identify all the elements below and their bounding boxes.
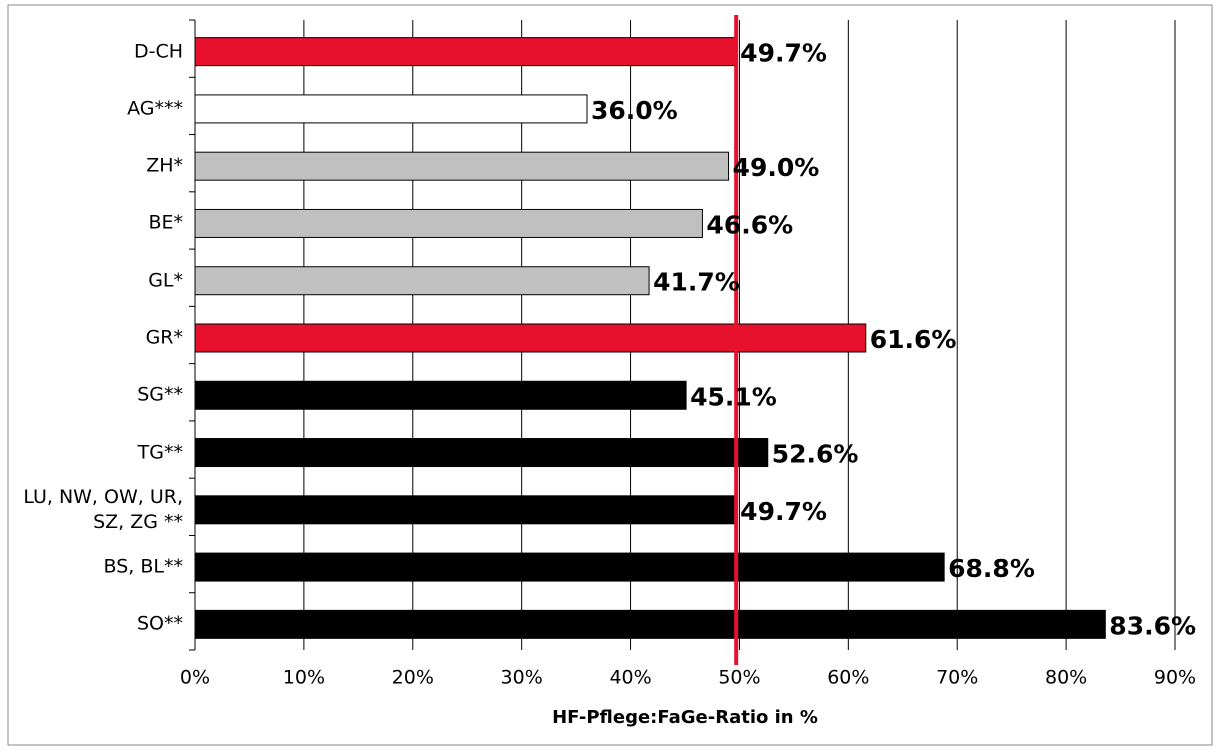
x-tick-label: 80% <box>1045 667 1087 689</box>
value-label: 46.6% <box>706 210 793 239</box>
bar <box>194 323 867 353</box>
y-tick-label: ZH* <box>146 154 183 177</box>
x-tick-label: 70% <box>936 667 978 689</box>
y-tick-label: BS, BL** <box>103 555 183 578</box>
bar <box>194 151 730 181</box>
x-tick-label: 40% <box>609 667 651 689</box>
value-label: 49.0% <box>733 153 820 182</box>
y-tick-label: TG** <box>137 441 183 464</box>
value-label: 52.6% <box>772 440 859 469</box>
x-tick-label: 50% <box>718 667 760 689</box>
y-tick-label: D-CH <box>133 40 183 63</box>
x-tick-label: 0% <box>180 667 210 689</box>
y-tick-label: GR* <box>145 326 183 349</box>
x-tick-label: 10% <box>283 667 325 689</box>
x-tick-label: 60% <box>827 667 869 689</box>
chart-frame <box>7 4 1213 746</box>
value-label: 36.0% <box>591 96 678 125</box>
value-label: 61.6% <box>870 325 957 354</box>
value-label: 49.7% <box>740 497 827 526</box>
y-tick-label: SO** <box>136 612 183 635</box>
bar <box>194 37 737 67</box>
bar <box>194 552 945 582</box>
bar <box>194 266 650 296</box>
x-tick-label: 90% <box>1154 667 1196 689</box>
y-tick-label: BE* <box>148 211 183 234</box>
y-tick-label: SG** <box>137 383 183 406</box>
y-tick-label: GL* <box>148 269 183 292</box>
value-label: 49.7% <box>740 39 827 68</box>
x-tick-label: 20% <box>392 667 434 689</box>
x-axis-label: HF-Pflege:FaGe-Ratio in % <box>552 707 818 728</box>
bar <box>194 609 1106 639</box>
bar <box>194 438 769 468</box>
y-tick-label: LU, NW, OW, UR, SZ, ZG ** <box>23 485 183 533</box>
bar <box>194 380 687 410</box>
bar <box>194 208 703 238</box>
x-tick-label: 30% <box>501 667 543 689</box>
y-tick-label: AG*** <box>127 97 183 120</box>
value-label: 83.6% <box>1109 611 1196 640</box>
value-label: 45.1% <box>690 382 777 411</box>
value-label: 68.8% <box>948 554 1035 583</box>
bar <box>194 495 737 525</box>
value-label: 41.7% <box>653 268 740 297</box>
bar <box>194 94 588 124</box>
